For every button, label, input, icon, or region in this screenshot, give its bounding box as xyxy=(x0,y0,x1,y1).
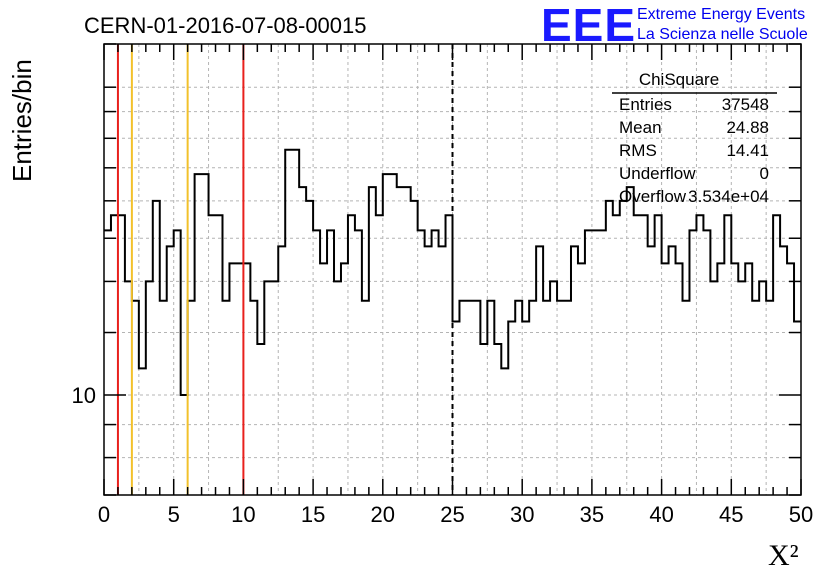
x-tick-label: 30 xyxy=(510,502,534,527)
stats-label-mean: Mean xyxy=(619,118,662,137)
stats-value-mean: 24.88 xyxy=(726,118,769,137)
x-tick-label: 25 xyxy=(440,502,464,527)
x-tick-label: 15 xyxy=(301,502,325,527)
x-tick-label: 5 xyxy=(168,502,180,527)
stats-value-entries: 37548 xyxy=(722,95,769,114)
x-tick-label: 50 xyxy=(789,502,813,527)
x-tick-label: 20 xyxy=(371,502,395,527)
stats-box: ChiSquare Entries 37548 Mean 24.88 RMS 1… xyxy=(612,70,777,206)
stats-title: ChiSquare xyxy=(639,70,719,89)
axes xyxy=(103,43,802,496)
chart-title: CERN-01-2016-07-08-00015 xyxy=(84,13,367,38)
eee-logo: EEE xyxy=(541,0,636,51)
y-axis-label: Entries/bin xyxy=(7,59,37,182)
stats-label-entries: Entries xyxy=(619,95,672,114)
stats-label-underflow: Underflow xyxy=(619,164,696,183)
x-tick-label: 35 xyxy=(580,502,604,527)
y-tick-label: 10 xyxy=(72,383,96,408)
x-tick-label: 45 xyxy=(719,502,743,527)
x-axis-label: X² xyxy=(768,539,799,572)
logo-line-1: Extreme Energy Events xyxy=(637,6,805,23)
marker-lines xyxy=(116,44,454,495)
stats-value-overflow: 3.534e+04 xyxy=(688,187,769,206)
x-tick-label: 10 xyxy=(231,502,255,527)
stats-label-rms: RMS xyxy=(619,141,657,160)
logo-line-2: La Scienza nelle Scuole xyxy=(637,26,808,43)
histogram-series xyxy=(104,148,801,397)
stats-value-underflow: 0 xyxy=(760,164,769,183)
x-tick-label: 40 xyxy=(649,502,673,527)
tick-labels: 0 5 10 15 20 25 30 35 40 45 50 10 xyxy=(72,383,814,527)
x-tick-label: 0 xyxy=(98,502,110,527)
stats-value-rms: 14.41 xyxy=(726,141,769,160)
histogram-line xyxy=(104,148,801,397)
stats-label-overflow: Overflow xyxy=(619,187,687,206)
